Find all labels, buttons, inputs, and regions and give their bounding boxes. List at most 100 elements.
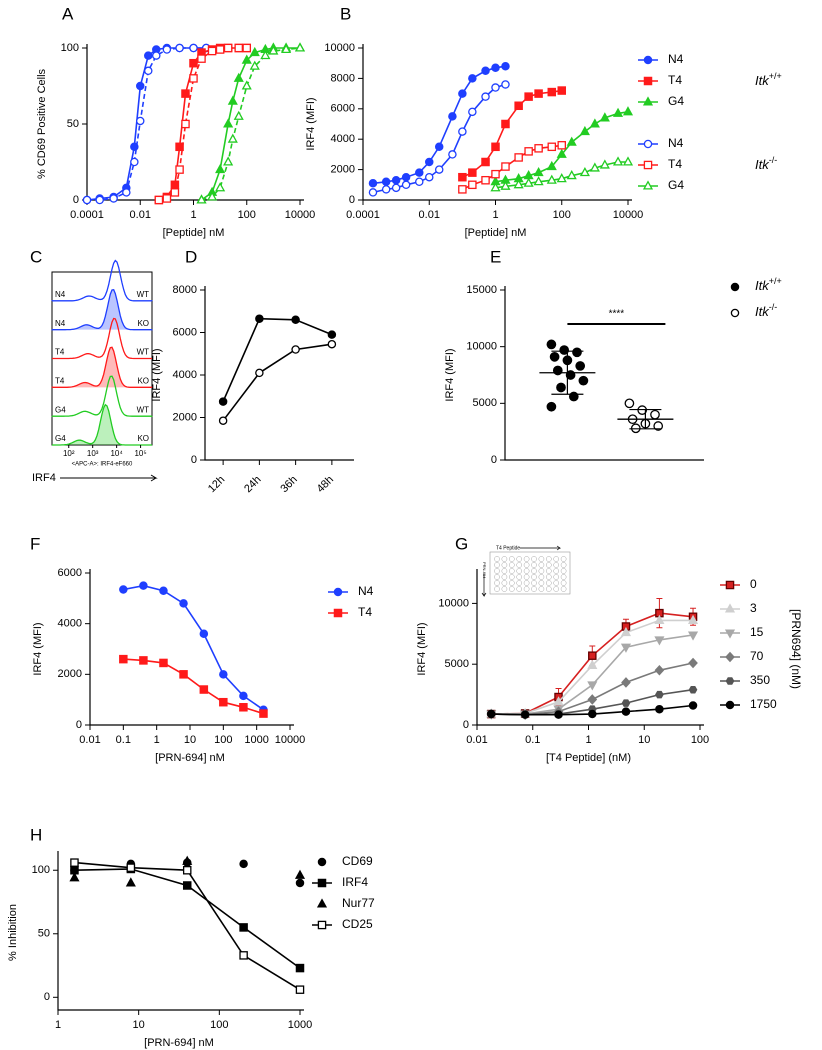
inset-well xyxy=(516,556,523,562)
marker xyxy=(458,127,467,136)
x-tick-label: 100 xyxy=(238,209,256,221)
marker xyxy=(181,119,190,129)
marker xyxy=(579,125,590,136)
inset-well xyxy=(494,580,500,586)
marker xyxy=(249,60,260,70)
legend-label-sup: -/- xyxy=(769,302,778,312)
series-line xyxy=(201,47,300,201)
marker xyxy=(599,112,610,122)
legend-label: G4 xyxy=(668,94,684,108)
marker xyxy=(501,80,510,89)
inset-arrow xyxy=(520,545,562,551)
marker xyxy=(144,51,153,60)
marker xyxy=(458,89,467,98)
inset-well xyxy=(508,562,515,568)
marker xyxy=(182,855,193,865)
inset-well xyxy=(523,556,530,562)
y-tick-label: 4000 xyxy=(173,369,197,381)
marker xyxy=(624,398,635,409)
legend-label: N4 xyxy=(668,136,684,150)
legend-marker xyxy=(725,700,735,710)
y-tick-label: 0 xyxy=(76,719,82,731)
x-tick-label: 100 xyxy=(553,209,571,221)
legend-marker xyxy=(333,587,343,597)
marker xyxy=(621,699,631,707)
inset-well xyxy=(560,562,567,568)
marker xyxy=(468,180,477,190)
marker xyxy=(294,869,306,879)
y-tick-label: 50 xyxy=(67,118,79,130)
inset-well xyxy=(545,574,552,580)
marker xyxy=(501,162,510,171)
marker xyxy=(125,877,136,887)
marker xyxy=(654,636,665,646)
marker xyxy=(179,670,188,679)
marker xyxy=(424,157,434,167)
inset-well xyxy=(501,568,508,574)
inset-well xyxy=(553,574,560,580)
y-tick-label: 2000 xyxy=(173,411,197,423)
inset-well xyxy=(523,580,530,586)
inset-well xyxy=(560,580,567,586)
marker xyxy=(122,188,131,197)
marker xyxy=(368,179,378,188)
legend-marker xyxy=(317,920,327,930)
series-line xyxy=(222,317,333,402)
inset-well xyxy=(538,562,545,568)
marker xyxy=(170,188,180,197)
legend-marker xyxy=(725,580,735,590)
y-axis-title: IRF4 (MFI) xyxy=(32,622,44,675)
row-label: N4 xyxy=(55,319,66,328)
y-tick-label: 6000 xyxy=(173,326,197,338)
marker xyxy=(687,631,699,641)
marker xyxy=(219,670,228,679)
x-tick-label: 100 xyxy=(210,1019,228,1031)
marker xyxy=(549,352,560,362)
legend-label: T4 xyxy=(668,157,682,171)
marker xyxy=(514,153,523,162)
y-axis-title: IRF4 (MFI) xyxy=(151,348,163,401)
marker xyxy=(239,691,248,701)
marker xyxy=(223,43,233,53)
marker xyxy=(546,160,557,171)
inset-well xyxy=(538,574,545,580)
marker xyxy=(620,643,632,653)
x-tick-label: 12h xyxy=(206,474,227,495)
row-label: G4 xyxy=(55,434,66,443)
y-tick-label: 10000 xyxy=(324,42,355,54)
x-tick-label: 0.01 xyxy=(130,209,151,221)
legend-marker xyxy=(724,629,736,639)
marker xyxy=(295,985,305,994)
marker xyxy=(189,74,198,83)
legend-marker xyxy=(333,608,343,618)
marker xyxy=(524,92,533,101)
marker xyxy=(578,375,589,386)
inset-well xyxy=(516,580,523,586)
legend-group: Itk-/- xyxy=(755,155,777,172)
marker xyxy=(69,872,80,882)
marker xyxy=(448,150,457,159)
inset-well xyxy=(523,568,530,574)
axis-line xyxy=(57,851,304,1011)
x-tick-label: 48h xyxy=(315,474,336,495)
marker xyxy=(327,330,337,339)
legend-marker xyxy=(643,139,653,149)
marker xyxy=(401,180,411,190)
legend-marker xyxy=(725,651,735,663)
marker xyxy=(268,45,279,55)
legend-marker xyxy=(725,677,735,685)
legend-group-sup: +/+ xyxy=(769,71,782,81)
inset-well xyxy=(553,586,560,592)
x-tick-label: 1 xyxy=(492,209,498,221)
legend-marker xyxy=(316,898,328,908)
marker xyxy=(227,95,238,105)
series-line xyxy=(222,343,333,422)
inset-well xyxy=(501,586,508,592)
marker xyxy=(622,156,634,166)
series-line xyxy=(201,47,301,201)
marker xyxy=(501,119,510,129)
axis-arrow xyxy=(60,474,158,482)
legend-marker xyxy=(317,878,327,888)
marker xyxy=(588,709,597,719)
inset-well xyxy=(553,556,560,562)
